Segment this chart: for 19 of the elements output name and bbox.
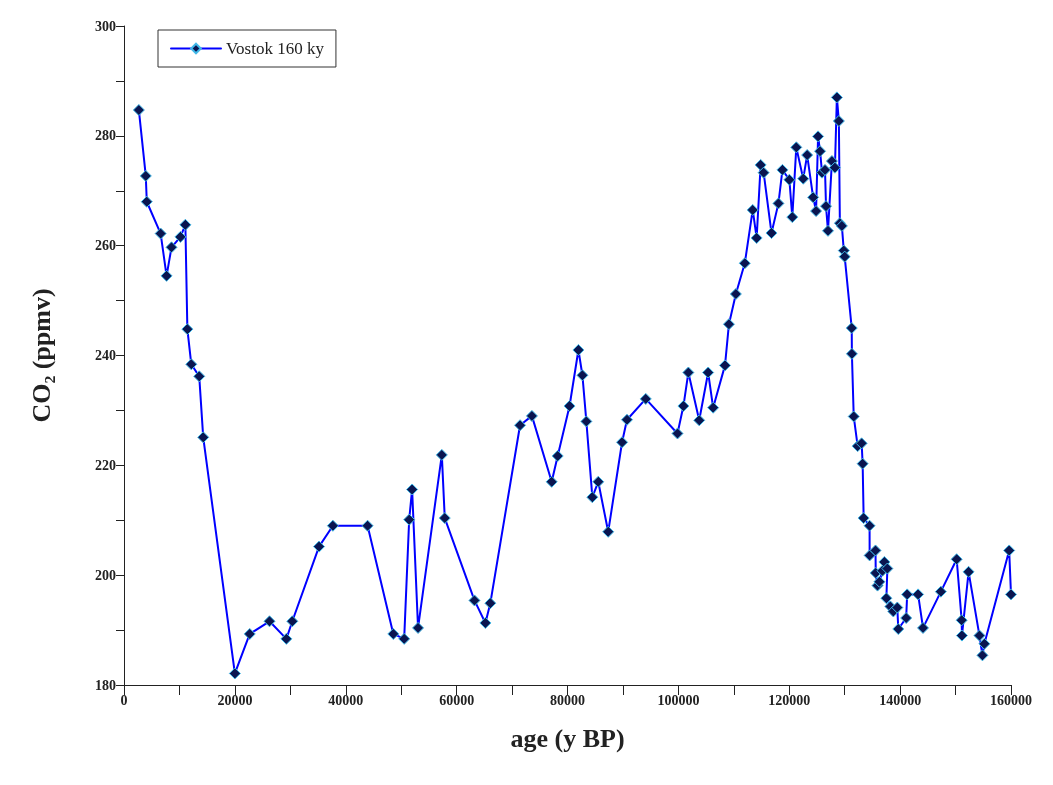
x-axis-title: age (y BP) — [510, 723, 625, 753]
y-tick-label: 220 — [95, 457, 116, 473]
y-tick-label: 260 — [95, 238, 116, 254]
legend-label: Vostok 160 ky — [226, 39, 325, 58]
y-tick-label: 200 — [95, 567, 116, 583]
x-tick-label: 100000 — [657, 692, 700, 708]
x-tick-label: 40000 — [328, 692, 364, 708]
x-tick-label: 20000 — [217, 692, 253, 708]
y-tick-label: 240 — [95, 348, 116, 363]
x-tick-label: 0 — [120, 692, 128, 708]
x-tick-label: 160000 — [990, 692, 1032, 708]
y-tick-label: 180 — [95, 677, 116, 693]
x-tick-label: 120000 — [768, 692, 811, 708]
y-axis-title: CO₂ (ppmv) — [26, 288, 56, 423]
x-tick-label: 80000 — [550, 692, 585, 708]
x-tick-label: 60000 — [439, 692, 475, 708]
y-tick-label: 300 — [95, 18, 116, 34]
x-tick-label: 140000 — [879, 692, 922, 708]
y-tick-label: 280 — [95, 128, 116, 144]
